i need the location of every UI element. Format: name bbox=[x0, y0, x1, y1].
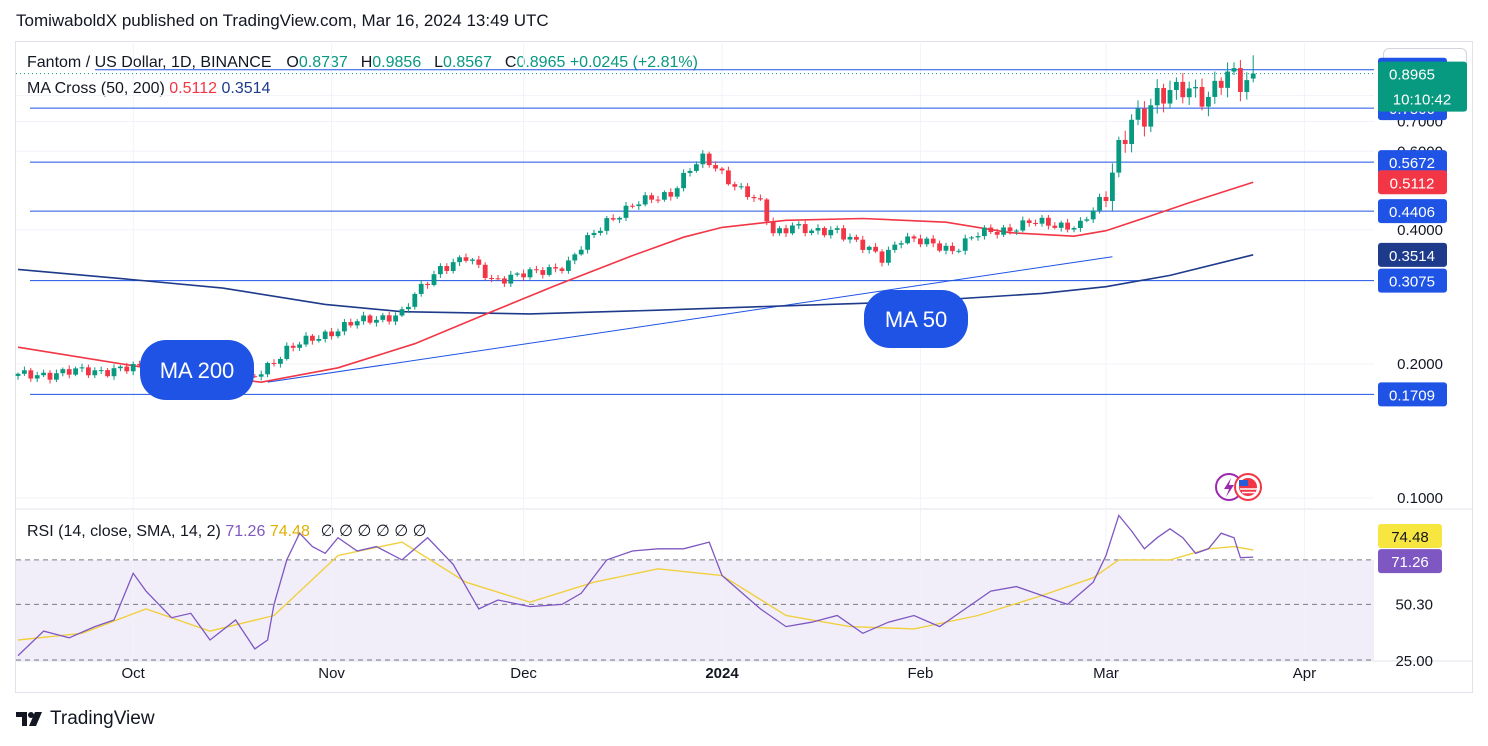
symbol-legend[interactable]: Fantom / US Dollar, 1D, BINANCE O0.8737 … bbox=[27, 54, 698, 72]
empty-value: ∅ bbox=[375, 523, 390, 540]
currency-button[interactable]: USD bbox=[1383, 48, 1467, 84]
empty-value: ∅ bbox=[320, 523, 335, 540]
empty-value: ∅ bbox=[412, 523, 427, 540]
change-value: +0.0245 (+2.81%) bbox=[569, 54, 698, 71]
ma-cross-legend[interactable]: MA Cross (50, 200) 0.5112 0.3514 bbox=[27, 80, 270, 98]
rsi-legend-value: 71.26 bbox=[225, 523, 266, 540]
open-value: 0.8737 bbox=[298, 54, 348, 71]
low-label: L bbox=[434, 54, 444, 71]
close-label: C bbox=[504, 54, 517, 71]
chart-frame bbox=[15, 41, 1473, 693]
high-label: H bbox=[360, 54, 373, 71]
ma50-legend-value: 0.5112 bbox=[169, 80, 218, 97]
symbol-name: Fantom / US Dollar, 1D, BINANCE bbox=[27, 54, 272, 71]
empty-value: ∅ bbox=[394, 523, 409, 540]
tradingview-logo[interactable]: TradingView bbox=[14, 708, 155, 730]
tradingview-logo-icon bbox=[16, 712, 42, 726]
close-value: 0.8965 bbox=[516, 54, 566, 71]
rsi-legend[interactable]: RSI (14, close, SMA, 14, 2) 71.26 74.48 … bbox=[27, 521, 427, 541]
ma200-legend-value: 0.3514 bbox=[221, 80, 271, 97]
tradingview-brand: TradingView bbox=[50, 708, 155, 729]
empty-value: ∅ bbox=[339, 523, 354, 540]
empty-value: ∅ bbox=[357, 523, 372, 540]
ma-cross-label: MA Cross (50, 200) bbox=[27, 80, 165, 97]
low-value: 0.8567 bbox=[443, 54, 492, 71]
high-value: 0.9856 bbox=[372, 54, 422, 71]
publisher-header: TomiwaboldX published on TradingView.com… bbox=[16, 11, 549, 30]
rsi-ma-legend-value: 74.48 bbox=[269, 523, 310, 540]
open-label: O bbox=[286, 54, 299, 71]
rsi-label: RSI (14, close, SMA, 14, 2) bbox=[27, 523, 221, 540]
